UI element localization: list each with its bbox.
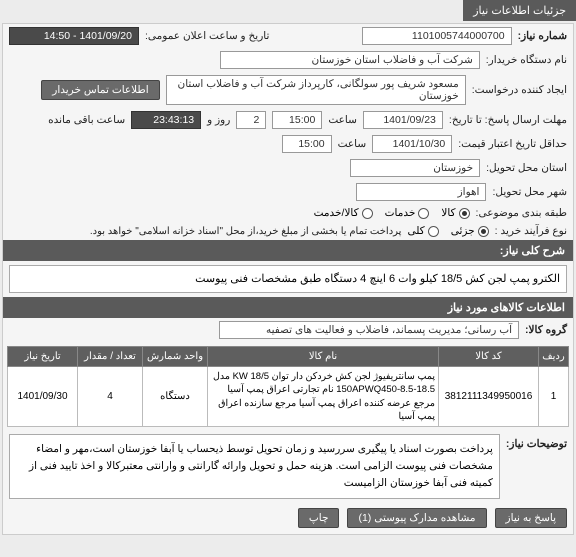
col-date: تاریخ نیاز [8,347,78,367]
col-unit: واحد شمارش [143,347,208,367]
notes-text: پرداخت بصورت اسناد یا پیگیری سررسید و زم… [9,434,500,498]
deadline-date: 1401/09/23 [363,111,443,129]
cell-code: 3812111349950016 [439,367,539,427]
contact-button[interactable]: اطلاعات تماس خریدار [41,80,159,100]
announce-value: 1401/09/20 - 14:50 [9,27,139,45]
col-qty: تعداد / مقدار [78,347,143,367]
goods-header: اطلاعات کالاهای مورد نیاز [3,297,573,318]
cell-name: پمپ سانتریفیوژ لجن کش خردکن دار توان KW … [208,367,439,427]
desc-header: شرح کلی نیاز: [3,240,573,261]
city-value: اهواز [356,183,486,201]
radio-dot-icon [459,208,470,219]
cat-radio-group: کالا خدمات کالا/خدمت [314,207,470,219]
tab-title: جزئیات اطلاعات نیاز [463,0,576,21]
cell-unit: دستگاه [143,367,208,427]
remain-time: 23:43:13 [131,111,201,129]
announce-label: تاریخ و ساعت اعلان عمومی: [145,30,269,42]
need-no-value: 1101005744000700 [362,27,512,45]
time-label-2: ساعت [338,138,367,150]
group-label: گروه کالا: [525,324,567,336]
col-row: ردیف [539,347,569,367]
goods-table: ردیف کد کالا نام کالا واحد شمارش تعداد /… [7,346,569,427]
buyer-value: شرکت آب و فاضلاب استان خوزستان [220,51,480,69]
proc-label: نوع فرآیند خرید : [495,225,567,237]
buyer-label: نام دستگاه خریدار: [486,54,567,66]
radio-dot-icon [428,226,439,237]
province-value: خوزستان [350,159,480,177]
footer-row: پاسخ به نیاز مشاهده مدارک پیوستی (1) چاپ [3,502,573,534]
creator-value: مسعود شریف پور سولگانی، کارپرداز شرکت آب… [166,75,466,105]
deadline-label: مهلت ارسال پاسخ: تا تاریخ: [449,114,567,126]
time-label-1: ساعت [328,114,357,126]
radio-dot-icon [478,226,489,237]
col-code: کد کالا [439,347,539,367]
days-value: 2 [236,111,266,129]
need-no-label: شماره نیاز: [518,30,567,42]
days-label: روز و [207,114,230,126]
proc-radio-group: جزئی کلی [407,225,488,237]
creator-label: ایجاد کننده درخواست: [472,84,567,96]
proc-radio-partial[interactable]: جزئی [451,225,489,237]
cat-radio-both[interactable]: کالا/خدمت [314,207,373,219]
cell-date: 1401/09/30 [8,367,78,427]
cat-label: طبقه بندی موضوعی: [476,207,567,219]
cell-row: 1 [539,367,569,427]
main-panel: شماره نیاز: 1101005744000700 تاریخ و ساع… [2,23,574,535]
desc-text: الکترو پمپ لجن کش 18/5 کیلو وات 6 اینچ 4… [9,265,567,293]
cat-radio-kala[interactable]: کالا [441,207,469,219]
proc-radio-full[interactable]: کلی [407,225,438,237]
valid-date: 1401/10/30 [372,135,452,153]
print-button[interactable]: چاپ [298,508,340,528]
col-name: نام کالا [208,347,439,367]
valid-label: حداقل تاریخ اعتبار قیمت: [458,138,567,150]
proc-note: پرداخت تمام یا بخشی از مبلغ خرید،از محل … [90,226,402,237]
reply-button[interactable]: پاسخ به نیاز [495,508,567,528]
remain-label: ساعت باقی مانده [48,114,125,126]
notes-label: توضیحات نیاز: [506,434,567,450]
table-row: 1 3812111349950016 پمپ سانتریفیوژ لجن کش… [8,367,569,427]
radio-dot-icon [418,208,429,219]
attach-button[interactable]: مشاهده مدارک پیوستی (1) [347,508,486,528]
cell-qty: 4 [78,367,143,427]
cat-radio-khadamat[interactable]: خدمات [385,207,430,219]
table-header-row: ردیف کد کالا نام کالا واحد شمارش تعداد /… [8,347,569,367]
province-label: استان محل تحویل: [486,162,567,174]
group-value: آب رسانی؛ مدیریت پسماند، فاضلاب و فعالیت… [219,321,519,339]
radio-dot-icon [362,208,373,219]
city-label: شهر محل تحویل: [492,186,567,198]
valid-time: 15:00 [282,135,332,153]
deadline-time: 15:00 [272,111,322,129]
